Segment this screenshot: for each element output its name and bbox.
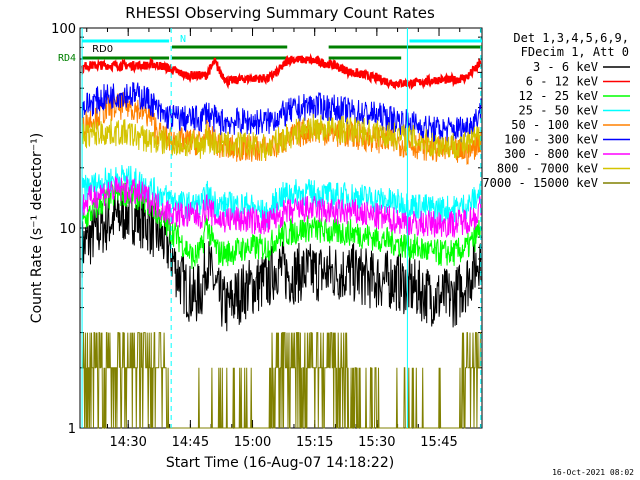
footer-timestamp: 16-Oct-2021 08:02 xyxy=(552,468,634,477)
legend-label: 7000 - 15000 keV xyxy=(482,176,598,190)
x-axis-label: Start Time (16-Aug-07 14:18:22) xyxy=(166,455,394,471)
chart-title: RHESSI Observing Summary Count Rates xyxy=(125,4,435,22)
flag-rd4-label: RD4 xyxy=(58,53,76,64)
series-line xyxy=(82,332,481,429)
flag-bars: RD0 N RD4 xyxy=(58,34,482,64)
attenuator-markers xyxy=(81,28,482,428)
flag-rd0-label: RD0 xyxy=(92,44,113,55)
x-tick-label: 14:30 xyxy=(109,435,146,450)
legend-label: 25 - 50 keV xyxy=(519,104,598,118)
legend-label: 12 - 25 keV xyxy=(519,89,598,103)
flag-n-label: N xyxy=(180,34,186,45)
x-tick-label: 14:45 xyxy=(172,435,209,450)
legend-label: 50 - 100 keV xyxy=(511,118,598,132)
series-line xyxy=(81,52,482,91)
legend-header-2: FDecim 1, Att 0 xyxy=(521,45,629,59)
legend-header-1: Det 1,3,4,5,6,9, xyxy=(513,31,629,45)
legend-label: 3 - 6 keV xyxy=(533,60,598,74)
x-tick-label: 15:00 xyxy=(234,435,271,450)
x-tick-label: 15:15 xyxy=(296,435,333,450)
y-tick-label: 100 xyxy=(51,22,76,37)
y-tick-label: 1 xyxy=(68,422,76,437)
x-tick-label: 15:45 xyxy=(420,435,457,450)
legend-label: 300 - 800 keV xyxy=(504,147,598,161)
x-axis-ticks: 14:30 14:45 15:00 15:15 15:30 15:45 xyxy=(109,28,458,450)
legend-label: 6 - 12 keV xyxy=(526,75,598,89)
y-axis-label: Count Rate (s⁻¹ detector⁻¹) xyxy=(29,133,45,323)
y-tick-label: 10 xyxy=(59,222,76,237)
series-line xyxy=(81,176,482,239)
x-tick-label: 15:30 xyxy=(358,435,395,450)
series-lines xyxy=(81,52,482,429)
series-line xyxy=(81,92,482,166)
legend-label: 100 - 300 keV xyxy=(504,133,598,147)
series-line xyxy=(81,82,482,144)
series-line xyxy=(81,113,482,162)
legend-label: 800 - 7000 keV xyxy=(497,162,598,176)
